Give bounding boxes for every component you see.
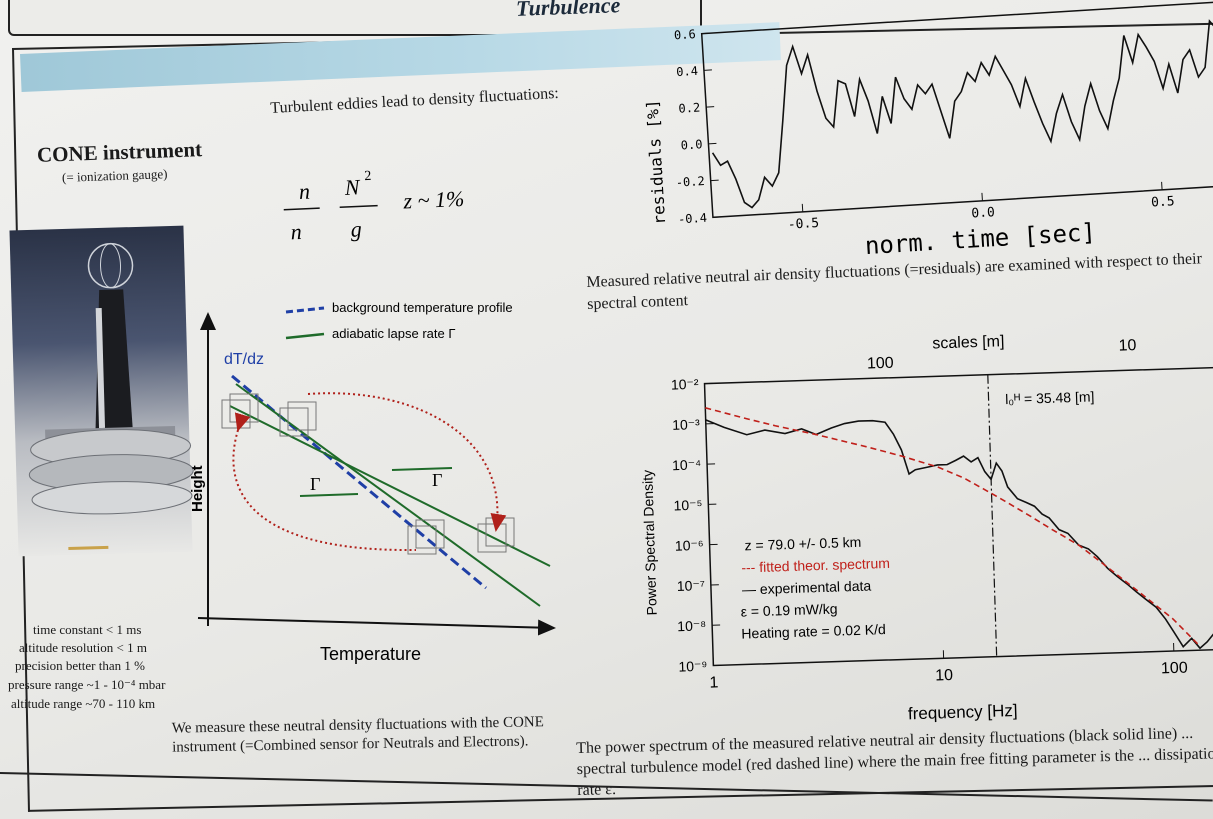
x-tick-label: -0.5 [787,216,819,233]
legend-heating-rate: Heating rate = 0.02 K/d [741,621,886,642]
cone-instrument-photo [9,225,194,557]
x-tick-label: 0.5 [1151,194,1175,210]
y-tick-label: 10⁻⁶ [675,537,704,554]
formula-n-top: n [298,179,310,204]
experimental-series [705,419,1213,650]
y-tick-label: -0.4 [678,211,708,227]
legend-experimental: — experimental data [742,577,872,597]
y-tick-label: 10⁻⁵ [673,497,702,514]
x-tick-label: 10 [935,667,953,685]
legend-adiabatic-rate: adiabatic lapse rate Γ [332,326,456,341]
y-tick-label: 0.2 [678,101,701,116]
top-frame [8,0,702,36]
top-tick-10: 10 [1118,337,1136,355]
spec-line: altitude resolution < 1 m [19,640,147,655]
y-tick-label: 10⁻⁹ [678,658,707,675]
formula-z: z ~ 1% [402,186,465,214]
y-tick-label: 10⁻³ [672,416,700,433]
height-axis-label: Height [189,465,206,512]
top-tick-100: 100 [867,355,894,373]
formula-N: N [343,174,361,200]
formula-n-bottom: n [290,219,302,244]
bottom-left-text: We measure these neutral density fluctua… [171,714,544,756]
psd-ylabel: Power Spectral Density [639,470,660,616]
outer-scale-line [987,374,998,657]
spectrum-chart: scales [m] 100 10 10⁻² 10⁻³ 10⁻⁴ 10⁻⁵ 10⁻⁶ 10… [639,333,1213,723]
banner-title: Turbulence [515,0,621,21]
legend-altitude: z = 79.0 +/- 0.5 km [744,534,861,554]
instrument-drawing [28,242,194,550]
scales-axis-label: scales [m] [932,333,1005,352]
spec-line: precision better than 1 % [15,658,145,673]
formula-g: g [350,216,362,241]
spec-line: time constant < 1 ms [33,622,142,637]
legend-fitted: --- fitted theor. spectrum [741,555,890,576]
residuals-ylabel: residuals [%] [643,99,670,225]
fitted-series [705,407,1201,647]
lapse-rate-diagram: background temperature profile adiabatic… [189,300,556,664]
y-tick-label: 10⁻⁷ [677,577,706,594]
residuals-chart: 0.6 0.4 0.2 0.0 -0.2 -0.4 -0.5 0.0 0.5 residual… [643,0,1213,260]
gamma-label-right: Γ [432,470,442,490]
legend-background-profile: background temperature profile [332,300,513,315]
formula-exp: 2 [364,169,372,184]
spec-line: altitude range ~70 - 110 km [11,696,156,711]
dTdz-label: dT/dz [224,351,264,368]
x-tick-label: 100 [1161,660,1188,678]
y-tick-label: 0.0 [680,137,703,152]
y-tick-label: 10⁻⁸ [677,617,706,634]
residuals-series [711,8,1213,209]
x-tick-label: 1 [709,674,719,691]
y-tick-label: 10⁻⁴ [672,456,701,473]
gamma-label-left: Γ [310,474,320,494]
y-tick-label: 10⁻² [671,376,699,393]
temperature-axis-label: Temperature [320,644,421,664]
spec-line: pressure range ~1 - 10⁻⁴ mbar [8,677,166,692]
y-tick-label: 0.4 [676,64,699,79]
outer-scale-annotation: l₀ᴴ = 35.48 [m] [1005,388,1095,407]
y-tick-label: -0.2 [675,174,705,190]
frequency-xlabel: frequency [Hz] [908,701,1018,723]
legend-epsilon: ε = 0.19 mW/kg [740,601,837,620]
x-tick-label: 0.0 [971,205,995,221]
y-tick-label: 0.6 [674,27,697,42]
